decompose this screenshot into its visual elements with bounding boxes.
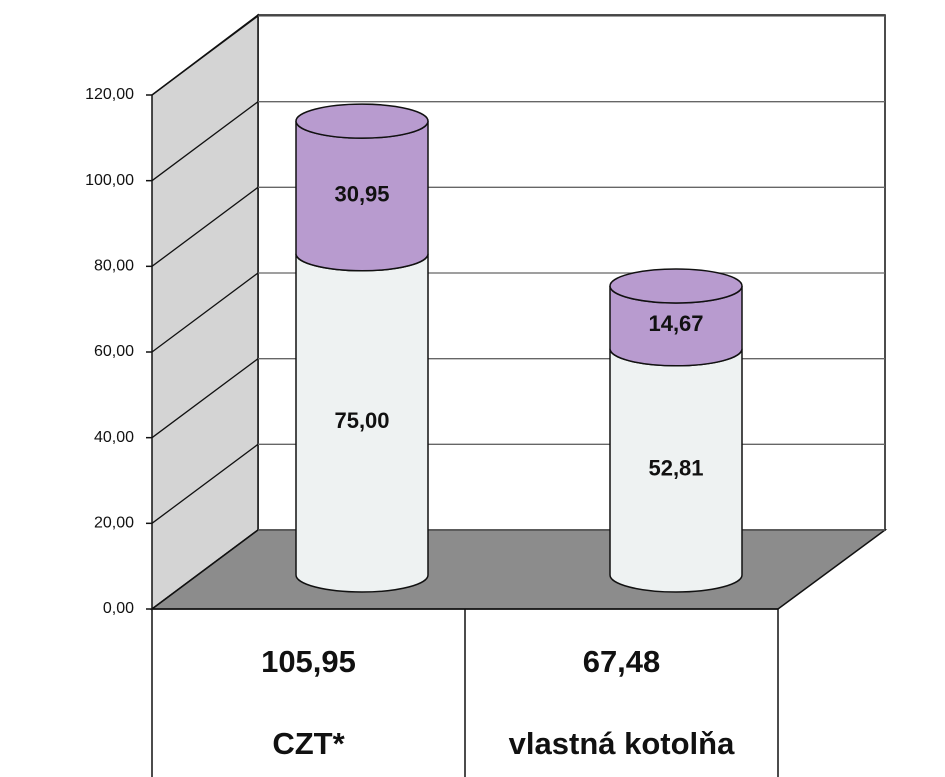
grid-line — [151, 186, 259, 267]
grid-line — [151, 272, 259, 353]
grid-line — [151, 15, 259, 96]
y-tick-label: 40,00 — [94, 429, 134, 446]
data-label: 52,81 — [648, 456, 703, 481]
data-label: 30,95 — [334, 181, 389, 206]
total-label: 67,48 — [583, 644, 661, 679]
cylinder-top — [609, 268, 743, 304]
total-label: 105,95 — [261, 644, 356, 679]
x-tick-label: vlastná kotolňa — [509, 726, 735, 761]
y-tick-label: 100,00 — [85, 172, 134, 189]
grid-line — [151, 358, 259, 439]
grid-line — [151, 101, 259, 182]
data-label: 14,67 — [648, 311, 703, 336]
y-tick-label: 60,00 — [94, 343, 134, 360]
floor — [149, 529, 888, 610]
x-tick-label: CZT* — [272, 726, 345, 761]
y-tick-label: 20,00 — [94, 515, 134, 532]
y-tick-label: 0,00 — [103, 600, 134, 617]
y-tick-label: 120,00 — [85, 86, 134, 103]
grid-line — [151, 443, 259, 524]
y-tick-label: 80,00 — [94, 258, 134, 275]
grid-line — [151, 529, 259, 610]
data-label: 75,00 — [334, 408, 389, 433]
cylinder-top — [295, 103, 429, 139]
